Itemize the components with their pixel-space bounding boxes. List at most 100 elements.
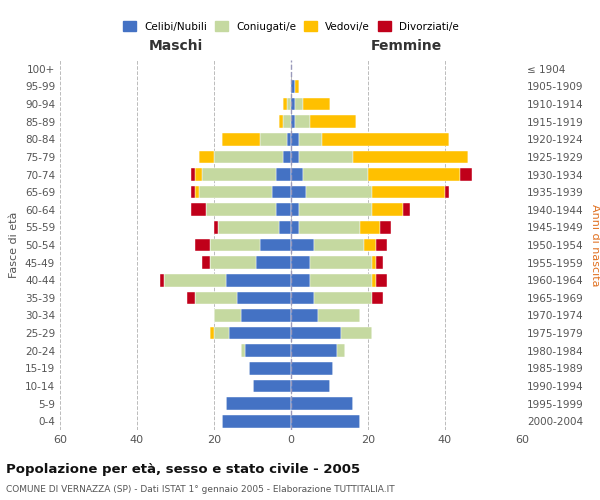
- Bar: [360, 221, 380, 234]
- Bar: [237, 292, 291, 304]
- Bar: [280, 116, 283, 128]
- Bar: [403, 204, 410, 216]
- Bar: [260, 238, 291, 252]
- Bar: [214, 221, 218, 234]
- Bar: [291, 344, 337, 357]
- Bar: [310, 274, 372, 286]
- Bar: [291, 327, 341, 340]
- Bar: [241, 344, 245, 357]
- Bar: [291, 133, 299, 145]
- Bar: [253, 380, 291, 392]
- Bar: [191, 204, 206, 216]
- Bar: [260, 133, 287, 145]
- Bar: [291, 168, 302, 181]
- Bar: [318, 309, 360, 322]
- Bar: [283, 116, 291, 128]
- Bar: [291, 380, 329, 392]
- Bar: [202, 256, 210, 269]
- Bar: [195, 292, 237, 304]
- Bar: [376, 256, 383, 269]
- Bar: [291, 256, 310, 269]
- Bar: [164, 274, 226, 286]
- Bar: [299, 133, 322, 145]
- Bar: [241, 309, 291, 322]
- Bar: [372, 292, 383, 304]
- Bar: [210, 327, 214, 340]
- Bar: [245, 344, 291, 357]
- Bar: [160, 274, 164, 286]
- Bar: [248, 362, 291, 374]
- Bar: [314, 238, 364, 252]
- Bar: [372, 274, 376, 286]
- Bar: [291, 221, 299, 234]
- Bar: [295, 98, 302, 110]
- Bar: [214, 150, 283, 163]
- Bar: [210, 238, 260, 252]
- Bar: [291, 186, 307, 198]
- Bar: [291, 150, 299, 163]
- Bar: [299, 150, 353, 163]
- Bar: [275, 204, 291, 216]
- Bar: [191, 186, 195, 198]
- Bar: [372, 186, 445, 198]
- Bar: [291, 116, 295, 128]
- Text: Popolazione per età, sesso e stato civile - 2005: Popolazione per età, sesso e stato civil…: [6, 462, 360, 475]
- Bar: [218, 221, 280, 234]
- Bar: [341, 327, 372, 340]
- Bar: [302, 98, 329, 110]
- Bar: [272, 186, 291, 198]
- Bar: [291, 80, 295, 93]
- Bar: [460, 168, 472, 181]
- Bar: [302, 168, 368, 181]
- Bar: [337, 344, 345, 357]
- Bar: [222, 133, 260, 145]
- Bar: [202, 168, 275, 181]
- Bar: [295, 80, 299, 93]
- Bar: [229, 327, 291, 340]
- Bar: [283, 150, 291, 163]
- Bar: [445, 186, 449, 198]
- Bar: [291, 204, 299, 216]
- Bar: [380, 221, 391, 234]
- Bar: [226, 397, 291, 410]
- Bar: [291, 98, 295, 110]
- Text: Maschi: Maschi: [148, 39, 203, 53]
- Bar: [291, 274, 310, 286]
- Bar: [199, 150, 214, 163]
- Bar: [191, 168, 195, 181]
- Bar: [275, 168, 291, 181]
- Bar: [299, 221, 360, 234]
- Bar: [372, 256, 376, 269]
- Bar: [195, 168, 202, 181]
- Y-axis label: Anni di nascita: Anni di nascita: [590, 204, 600, 286]
- Bar: [256, 256, 291, 269]
- Bar: [214, 309, 241, 322]
- Bar: [310, 116, 356, 128]
- Bar: [187, 292, 195, 304]
- Bar: [295, 116, 310, 128]
- Bar: [214, 327, 229, 340]
- Legend: Celibi/Nubili, Coniugati/e, Vedovi/e, Divorziati/e: Celibi/Nubili, Coniugati/e, Vedovi/e, Di…: [119, 17, 463, 36]
- Bar: [291, 362, 334, 374]
- Bar: [291, 415, 360, 428]
- Bar: [368, 168, 460, 181]
- Bar: [222, 415, 291, 428]
- Bar: [310, 256, 372, 269]
- Bar: [291, 292, 314, 304]
- Bar: [199, 186, 272, 198]
- Bar: [195, 238, 210, 252]
- Bar: [314, 292, 372, 304]
- Bar: [287, 133, 291, 145]
- Bar: [307, 186, 372, 198]
- Bar: [291, 309, 318, 322]
- Bar: [280, 221, 291, 234]
- Bar: [283, 98, 287, 110]
- Bar: [195, 186, 199, 198]
- Bar: [353, 150, 468, 163]
- Bar: [376, 274, 387, 286]
- Bar: [372, 204, 403, 216]
- Y-axis label: Fasce di età: Fasce di età: [10, 212, 19, 278]
- Bar: [210, 256, 256, 269]
- Bar: [322, 133, 449, 145]
- Bar: [364, 238, 376, 252]
